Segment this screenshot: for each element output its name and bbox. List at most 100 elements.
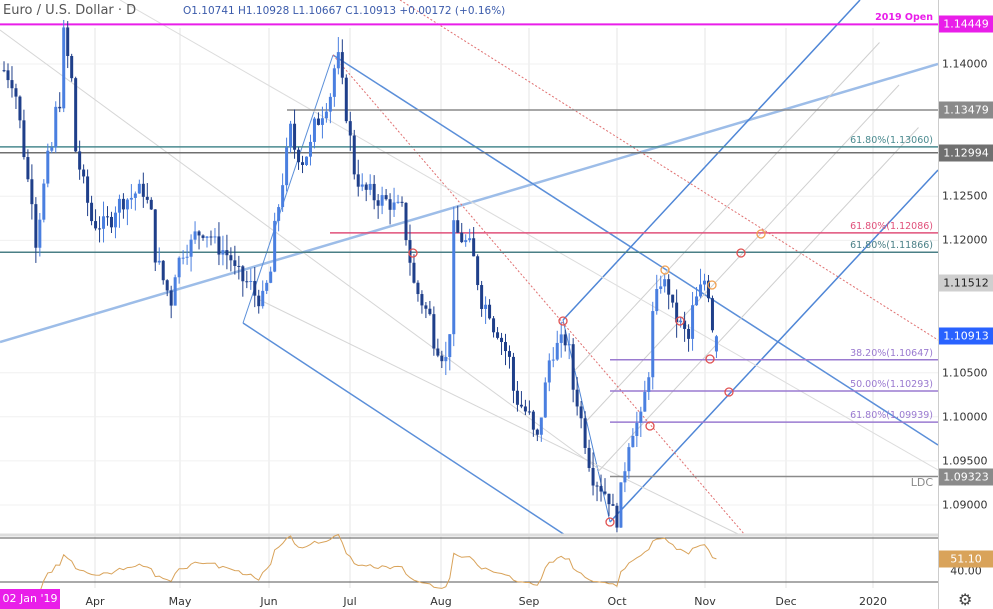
level-note: 2019 Open (875, 12, 933, 24)
candle-body (404, 202, 408, 241)
candle-body (22, 120, 26, 158)
candle-body (714, 336, 718, 352)
candle-body (396, 201, 400, 203)
candle-body (500, 337, 504, 343)
gray-trendline (0, 29, 601, 471)
candle-body (312, 118, 316, 142)
candle-body (324, 111, 328, 119)
candle-body (555, 342, 559, 360)
candle-body (595, 485, 599, 487)
price-tick: 1.10500 (942, 366, 988, 380)
candle-body (639, 411, 643, 423)
candle-body (504, 342, 507, 352)
candle-body (58, 106, 62, 109)
candle-body (74, 78, 78, 152)
candle-body (651, 311, 655, 378)
date-tick: Sep (518, 595, 540, 608)
candle-body (141, 183, 145, 197)
candle-body (675, 302, 679, 323)
rsi-value-label: 51.10 (939, 550, 993, 568)
candle-body (109, 216, 113, 228)
candle-body (519, 404, 523, 407)
cursor-date-label: 02 Jan '19 (0, 589, 60, 609)
candle-body (547, 360, 551, 383)
candle-body (531, 411, 535, 430)
candle-body (253, 281, 257, 296)
pitchfork-median (597, 127, 919, 472)
candle-body (145, 196, 149, 200)
candle-body (336, 52, 340, 69)
candle-body (440, 355, 444, 362)
candle-body (476, 256, 480, 286)
candle-body (456, 220, 460, 233)
candle-body (703, 280, 706, 285)
candle-body (316, 118, 320, 125)
candle-body (42, 183, 46, 220)
candle-body (416, 282, 420, 295)
pitchfork-upper (562, 0, 861, 321)
candle-body (50, 147, 54, 151)
candle-body (539, 417, 543, 435)
candle-body (86, 176, 90, 203)
candle-body (607, 493, 611, 505)
candle-body (90, 202, 94, 222)
candle-body (14, 88, 18, 97)
candle-body (527, 411, 531, 413)
channel-upper (332, 54, 938, 446)
rsi-line (8, 533, 717, 605)
candle-body (496, 332, 500, 338)
candle-body (201, 235, 205, 238)
candle-body (468, 238, 472, 241)
candle-body (444, 357, 448, 362)
candle-body (368, 183, 372, 190)
candle-body (587, 447, 591, 468)
price-label: 1.09323 (939, 468, 993, 485)
symbol-title[interactable]: Euro / U.S. Dollar · D (3, 3, 137, 18)
candle-body (695, 296, 699, 306)
candle-body (623, 471, 627, 483)
level-note: 61.80%(1.13060) (850, 134, 933, 146)
price-axis[interactable] (938, 0, 993, 609)
price-label: 1.13479 (939, 101, 993, 119)
candle-body (603, 491, 607, 494)
candle-body (392, 202, 396, 210)
gear-icon[interactable]: ⚙ (958, 590, 973, 609)
date-tick: Aug (430, 595, 452, 608)
candle-body (332, 68, 336, 97)
candle-body (177, 257, 181, 278)
candle-body (340, 52, 344, 78)
candle-body (488, 304, 492, 319)
candle-body (261, 290, 265, 307)
candle-body (710, 298, 714, 331)
candle-body (308, 141, 312, 157)
date-tick: Apr (85, 595, 105, 608)
candle-body (408, 240, 412, 263)
candle-body (432, 314, 436, 349)
candle-body (129, 197, 133, 200)
candle-body (161, 260, 165, 281)
candle-body (117, 198, 121, 213)
pitchfork-median (574, 42, 880, 371)
candle-body (78, 151, 82, 170)
candle-body (38, 219, 42, 248)
price-chart[interactable] (0, 0, 938, 609)
level-note: 61.80%(1.09939) (850, 410, 933, 422)
pivot-marker (705, 354, 715, 364)
candle-body (460, 232, 464, 243)
candle-body (225, 250, 229, 256)
candle-body (523, 406, 527, 412)
candle-body (448, 334, 452, 358)
candle-body (472, 238, 476, 257)
candle-body (10, 80, 14, 89)
candle-body (647, 377, 651, 392)
price-tick: 1.09000 (942, 498, 988, 512)
candle-body (535, 429, 539, 435)
candle-body (137, 183, 141, 194)
candle-body (436, 348, 440, 356)
candle-body (293, 123, 297, 150)
candle-body (301, 162, 305, 165)
candle-body (348, 121, 352, 136)
candle-body (611, 504, 615, 506)
date-tick: Oct (607, 595, 627, 608)
